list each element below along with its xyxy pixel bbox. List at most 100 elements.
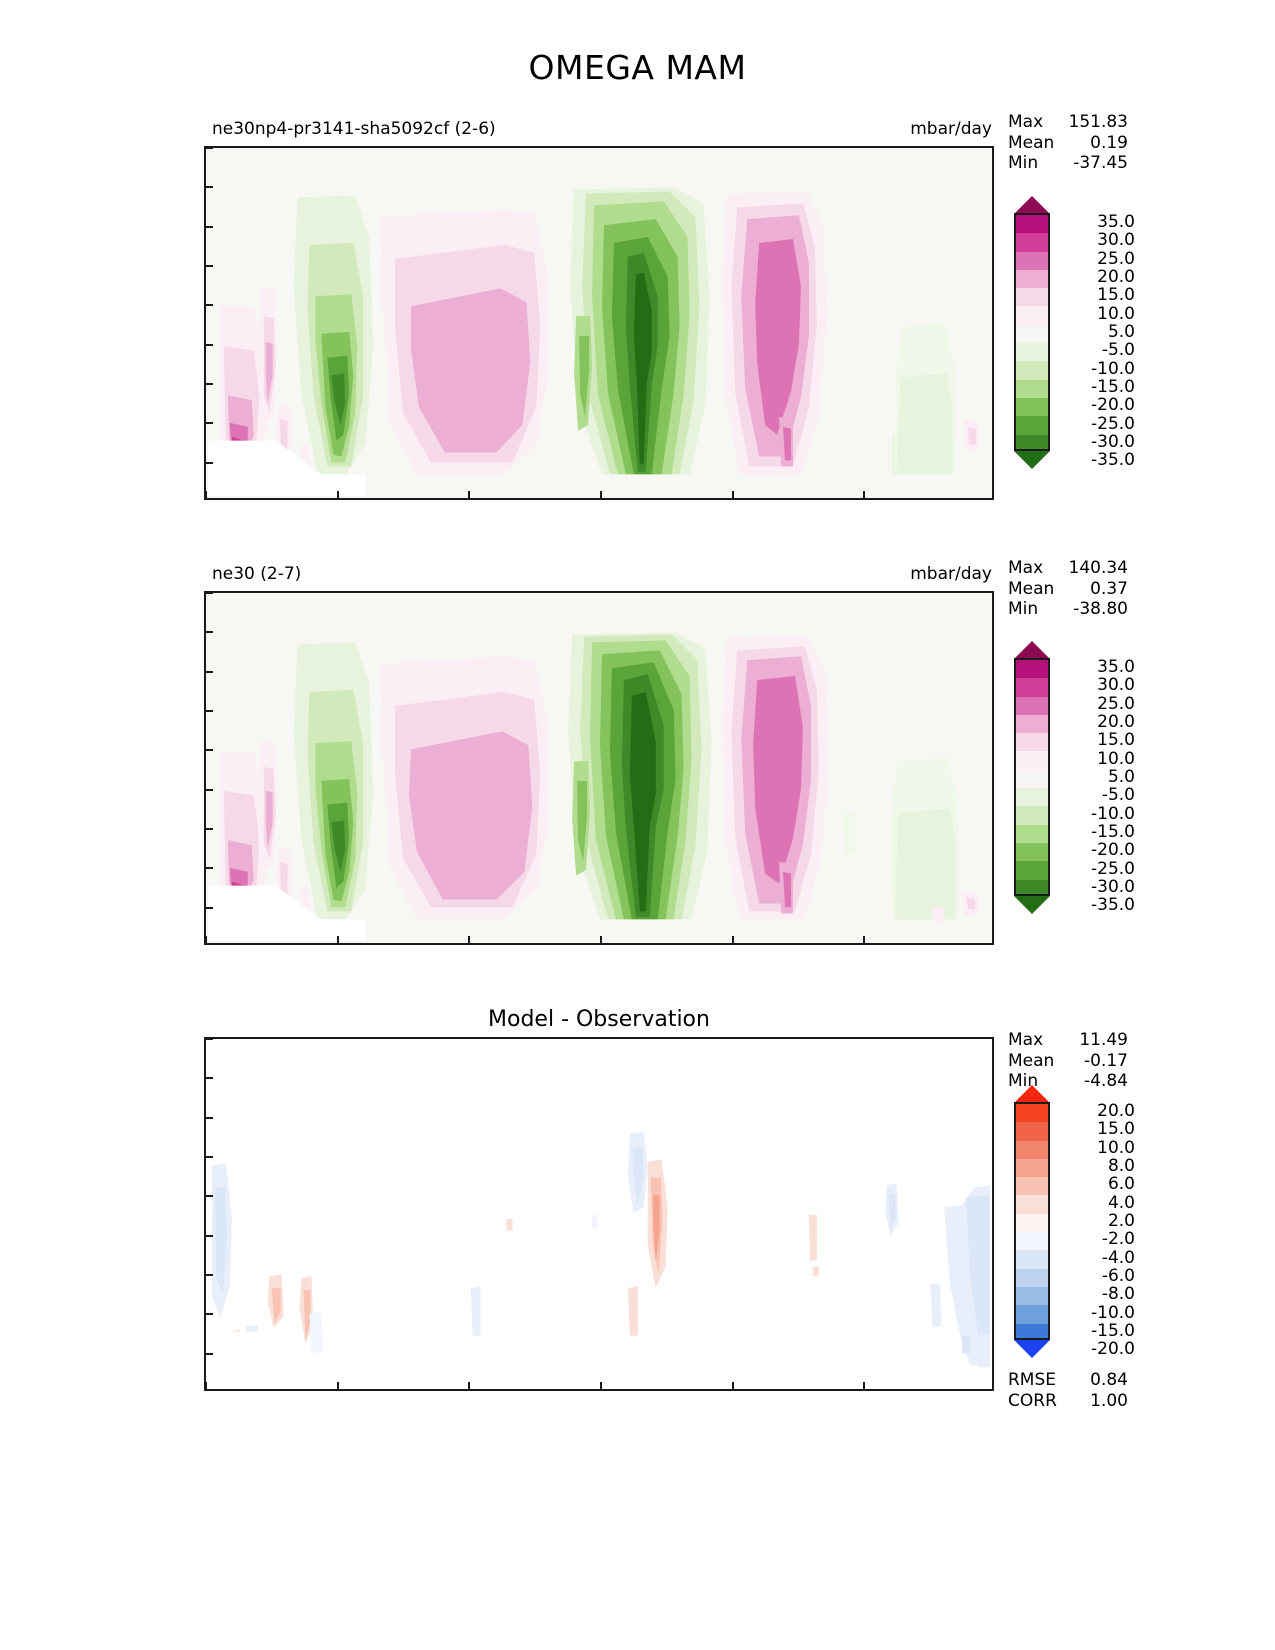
stat-label: Mean: [1008, 132, 1055, 153]
stat-label: Max: [1008, 558, 1044, 578]
colorbar-tick-label: 30.0: [1097, 230, 1135, 251]
y-tick-mark: [206, 631, 213, 634]
x-tick-mark: [731, 936, 734, 943]
colorbar-segment: [1016, 1140, 1048, 1159]
x-tick-mark: [863, 936, 866, 943]
colorbar-segment: [1016, 660, 1048, 679]
colorbar-tick-label: -35.0: [1091, 450, 1135, 471]
stat-value: 0.19: [1090, 132, 1128, 153]
colorbar-segment: [1016, 1195, 1048, 1214]
colorbar-segment: [1016, 1232, 1048, 1251]
colorbar-segment: [1016, 1158, 1048, 1178]
colorbar-max-arrow: [1014, 641, 1050, 659]
colorbar-tick-label: -10.0: [1091, 803, 1135, 824]
colorbar-segment: [1016, 324, 1048, 344]
colorbar-tick-label: -10.0: [1091, 358, 1135, 379]
colorbar-segment: [1016, 1213, 1048, 1233]
x-tick-mark: [863, 491, 866, 498]
colorbar-tick-label: 35.0: [1097, 657, 1135, 678]
y-tick-mark: [206, 304, 213, 307]
y-tick-mark: [206, 1352, 213, 1355]
y-tick-mark: [206, 867, 213, 870]
y-tick-mark: [206, 1116, 213, 1119]
colorbar-segment: [1016, 751, 1048, 770]
stat-value: 0.37: [1090, 578, 1128, 599]
y-tick-mark: [206, 422, 213, 425]
colorbar-tick-label: -20.0: [1091, 1339, 1135, 1360]
colorbar-segment: [1016, 1122, 1048, 1141]
colorbar-tick-label: 15.0: [1097, 285, 1135, 306]
colorbar-min-arrow: [1014, 451, 1050, 469]
metric-label: RMSE: [1008, 1370, 1057, 1390]
colorbar-difference: 20.0 15.0 10.0 8.0 6.0 4.0 2.0 -2.0 -4.0 -6.0 -8.0…: [1014, 1085, 1135, 1359]
y-tick-mark: [206, 593, 213, 594]
colorbar-segment: [1016, 769, 1048, 789]
stat-row: Max 11.49: [1008, 1030, 1128, 1051]
colorbar-segment: [1016, 215, 1048, 234]
panel-reference: ne30 (2-7) mbar/day: [204, 564, 994, 945]
y-tick-mark: [206, 1077, 213, 1080]
stat-value: -0.17: [1084, 1050, 1128, 1071]
colorbar-segment: [1016, 233, 1048, 252]
y-tick-mark: [206, 225, 213, 228]
colorbar-tick-label: -15.0: [1091, 1320, 1135, 1341]
y-tick-mark: [206, 670, 213, 673]
colorbar-tick-label: 8.0: [1107, 1156, 1135, 1177]
plot-area-difference: 1002003004005006007008009001000−90−60−30…: [204, 1037, 994, 1391]
colorbar-segment: [1016, 361, 1048, 380]
colorbar-tick-label: -10.0: [1091, 1302, 1135, 1323]
colorbar-tick-label: -6.0: [1101, 1265, 1135, 1286]
colorbar-tick-label: -25.0: [1091, 858, 1135, 879]
y-tick-mark: [206, 461, 213, 464]
stat-value: 140.34: [1068, 558, 1128, 578]
plot-area-reference: 1002003004005006007008009001000−90−60−30…: [204, 591, 994, 945]
colorbar-segment: [1016, 733, 1048, 752]
panel-reference-units: mbar/day: [910, 564, 992, 584]
x-tick-mark: [206, 1382, 207, 1389]
colorbar-segment: [1016, 269, 1048, 289]
colorbar-segment: [1016, 824, 1048, 843]
colorbar-segment: [1016, 806, 1048, 825]
y-tick-mark: [206, 1234, 213, 1237]
colorbar-tick-label: 6.0: [1107, 1174, 1135, 1195]
colorbar-tick-label: 2.0: [1107, 1211, 1135, 1231]
stat-row: Min -37.45: [1008, 153, 1128, 174]
x-tick-mark: [468, 936, 471, 943]
stat-value: 11.49: [1079, 1030, 1128, 1050]
colorbar-segment: [1016, 842, 1048, 862]
metrics-block: RMSE 0.84 CORR 1.00: [1008, 1370, 1128, 1411]
colorbar-segment: [1016, 251, 1048, 270]
colorbar-segment: [1016, 434, 1048, 449]
stat-row: Mean 0.19: [1008, 133, 1128, 154]
colorbar-segment: [1016, 1104, 1048, 1123]
colorbar-segment: [1016, 879, 1048, 894]
y-tick-mark: [206, 148, 213, 149]
stat-value: -4.84: [1084, 1071, 1128, 1091]
colorbar-tick-label: 15.0: [1097, 1119, 1135, 1140]
contour-field-difference: [207, 1131, 991, 1388]
stat-row: Min -4.84: [1008, 1071, 1128, 1092]
y-tick-mark: [206, 1156, 213, 1158]
colorbar-tick-label: -8.0: [1101, 1284, 1135, 1305]
x-tick-mark: [336, 1382, 339, 1389]
colorbar-max-arrow: [1014, 1085, 1050, 1103]
metric-row: CORR 1.00: [1008, 1391, 1128, 1412]
y-tick-mark: [206, 1039, 213, 1040]
colorbar-reference: 35.0 30.0 25.0 20.0 15.0 10.0 5.0 -5.0 -10.0 -15.…: [1014, 641, 1135, 915]
x-tick-mark: [863, 1382, 866, 1389]
y-tick-mark: [206, 383, 213, 385]
y-tick-mark: [206, 1274, 213, 1276]
x-tick-mark: [206, 936, 207, 943]
colorbar-segment: [1016, 1323, 1048, 1338]
colorbar-tick-label: 5.0: [1107, 767, 1135, 787]
y-tick-mark: [206, 265, 213, 267]
colorbar-segment: [1016, 1268, 1048, 1287]
colorbar-tick-label: 25.0: [1097, 693, 1135, 714]
colorbar-segment: [1016, 1177, 1048, 1196]
stat-row: Max 140.34: [1008, 558, 1128, 579]
contour-field-reference: [207, 632, 979, 942]
colorbar-segment: [1016, 379, 1048, 398]
colorbar-tick-label: 20.0: [1097, 712, 1135, 733]
stat-label: Min: [1008, 1071, 1039, 1091]
x-tick-mark: [731, 491, 734, 498]
